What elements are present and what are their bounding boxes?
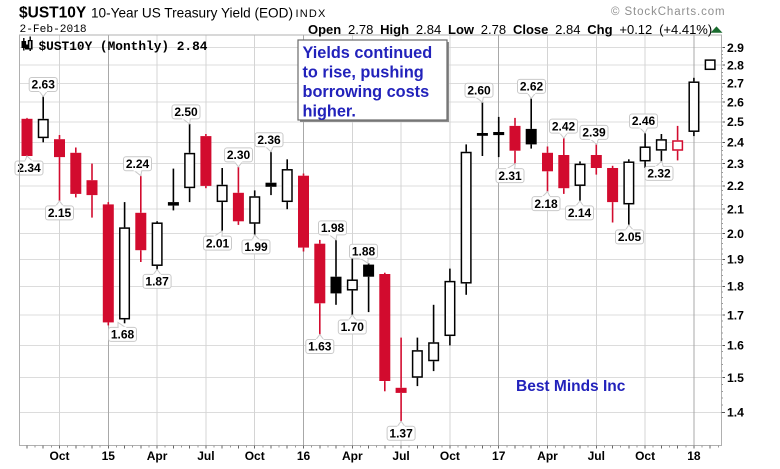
svg-text:higher.: higher. [303, 103, 356, 121]
svg-text:2.63: 2.63 [32, 78, 56, 92]
svg-text:Open 2.78 High 2.84 Low 2.78 C: Open 2.78 High 2.84 Low 2.78 Close 2.84 … [308, 22, 712, 37]
svg-text:2.8: 2.8 [727, 58, 744, 72]
svg-text:2.6: 2.6 [727, 96, 744, 110]
svg-text:Oct: Oct [49, 449, 69, 463]
svg-text:Oct: Oct [635, 449, 655, 463]
svg-text:18: 18 [687, 449, 701, 463]
svg-text:2.62: 2.62 [520, 80, 544, 94]
svg-text:1.68: 1.68 [111, 328, 135, 342]
svg-text:Jul: Jul [588, 449, 605, 463]
svg-text:1.8: 1.8 [727, 280, 744, 294]
svg-text:2.5: 2.5 [727, 115, 744, 129]
svg-text:1.87: 1.87 [145, 275, 169, 289]
svg-text:2.9: 2.9 [727, 41, 744, 55]
svg-text:2.39: 2.39 [582, 126, 606, 140]
svg-text:1.63: 1.63 [308, 340, 332, 354]
svg-text:1.7: 1.7 [727, 308, 744, 322]
svg-text:Apr: Apr [342, 449, 363, 463]
svg-text:1.4: 1.4 [727, 406, 744, 420]
svg-text:10-Year US Treasury Yield (EOD: 10-Year US Treasury Yield (EOD) [91, 6, 293, 21]
svg-text:Apr: Apr [537, 449, 558, 463]
svg-text:15: 15 [102, 449, 116, 463]
svg-text:2.42: 2.42 [552, 119, 576, 133]
svg-text:2.36: 2.36 [257, 133, 281, 147]
svg-text:2.46: 2.46 [632, 114, 656, 128]
svg-text:Apr: Apr [147, 449, 168, 463]
svg-text:$UST10Y (Monthly) 2.84: $UST10Y (Monthly) 2.84 [39, 39, 208, 54]
svg-text:1.5: 1.5 [727, 371, 744, 385]
svg-text:1.70: 1.70 [341, 320, 365, 334]
svg-text:17: 17 [492, 449, 506, 463]
svg-text:1.9: 1.9 [727, 253, 744, 267]
svg-text:2.18: 2.18 [534, 197, 558, 211]
svg-text:1.6: 1.6 [727, 339, 744, 353]
svg-text:2.7: 2.7 [727, 77, 744, 91]
svg-text:borrowing costs: borrowing costs [303, 83, 430, 101]
svg-text:1.88: 1.88 [352, 245, 376, 259]
svg-text:2.15: 2.15 [48, 206, 72, 220]
svg-text:1.37: 1.37 [389, 427, 413, 441]
svg-text:2.31: 2.31 [498, 169, 522, 183]
svg-text:$UST10Y: $UST10Y [19, 5, 87, 22]
svg-text:2.50: 2.50 [174, 105, 198, 119]
svg-text:2.2: 2.2 [727, 179, 744, 193]
svg-text:Best Minds Inc: Best Minds Inc [516, 378, 626, 395]
svg-text:Oct: Oct [245, 449, 265, 463]
svg-text:2.3: 2.3 [727, 157, 744, 171]
svg-text:to rise, pushing: to rise, pushing [303, 64, 424, 82]
svg-text:Yields continued: Yields continued [303, 44, 433, 62]
svg-text:2.05: 2.05 [618, 230, 642, 244]
svg-text:2.1: 2.1 [727, 203, 744, 217]
svg-text:2-Feb-2018: 2-Feb-2018 [20, 24, 87, 36]
svg-text:2.34: 2.34 [17, 161, 41, 175]
svg-text:2.01: 2.01 [206, 236, 230, 250]
svg-text:2.30: 2.30 [227, 148, 251, 162]
svg-text:Jul: Jul [197, 449, 214, 463]
svg-text:2.24: 2.24 [126, 157, 150, 171]
svg-text:1.98: 1.98 [321, 221, 345, 235]
svg-text:1.99: 1.99 [244, 240, 268, 254]
svg-text:INDX: INDX [296, 8, 327, 20]
svg-text:© StockCharts.com: © StockCharts.com [611, 6, 726, 18]
svg-text:2.0: 2.0 [727, 227, 744, 241]
svg-text:Oct: Oct [440, 449, 460, 463]
svg-text:2.32: 2.32 [647, 167, 671, 181]
svg-text:Jul: Jul [392, 449, 409, 463]
svg-text:2.60: 2.60 [467, 83, 491, 97]
svg-text:2.14: 2.14 [568, 206, 592, 220]
svg-text:2.4: 2.4 [727, 136, 744, 150]
svg-text:16: 16 [297, 449, 311, 463]
